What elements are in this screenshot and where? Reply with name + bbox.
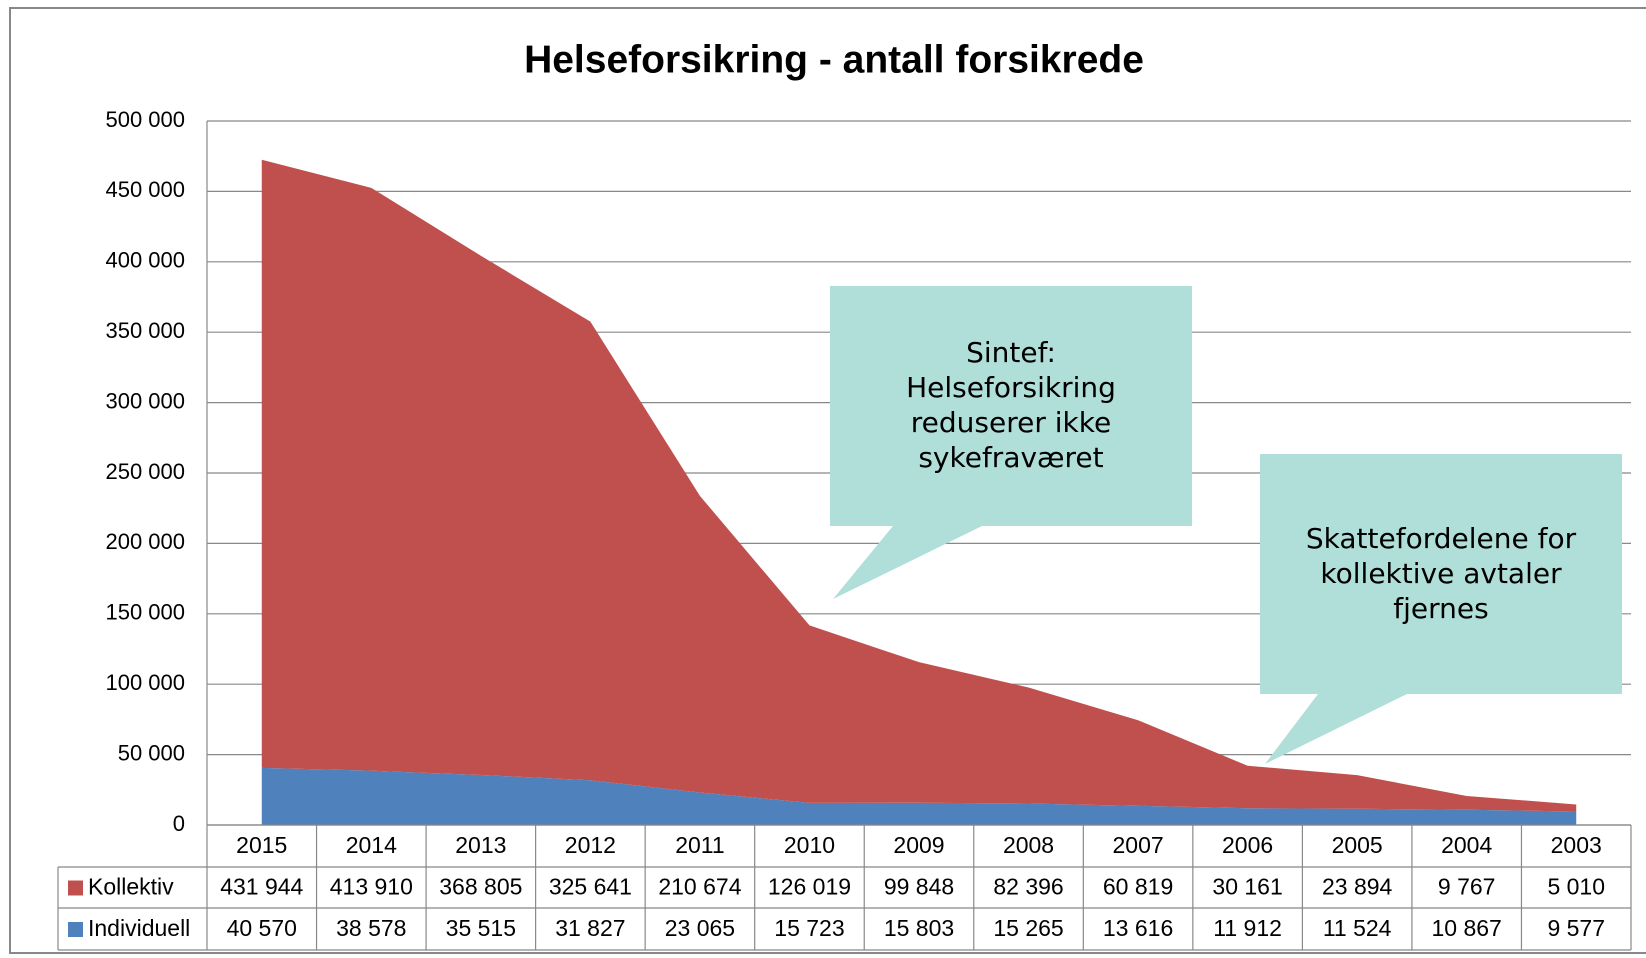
y-tick-label: 500 000 (105, 107, 185, 132)
table-value: 368 805 (439, 874, 522, 900)
table-value: 325 641 (549, 874, 632, 900)
table-value: 23 894 (1322, 874, 1393, 900)
table-value: 40 570 (227, 915, 297, 941)
table-value: 9 767 (1438, 874, 1496, 900)
callout (1260, 454, 1622, 764)
y-tick-label: 350 000 (105, 318, 185, 343)
table-value: 35 515 (446, 915, 516, 941)
x-tick-label: 2006 (1222, 832, 1273, 858)
legend-swatch (68, 880, 83, 896)
y-tick-label: 400 000 (105, 248, 185, 273)
y-tick-label: 450 000 (105, 177, 185, 202)
table-value: 5 010 (1547, 874, 1605, 900)
legend-swatch (68, 922, 83, 937)
table-value: 210 674 (658, 874, 741, 900)
y-tick-label: 200 000 (105, 529, 185, 554)
callout-text: Skattefordelene for (1306, 522, 1577, 555)
table-value: 431 944 (220, 874, 303, 900)
y-tick-label: 50 000 (118, 740, 185, 765)
y-tick-label: 0 (173, 811, 185, 836)
table-value: 82 396 (993, 874, 1063, 900)
table-value: 60 819 (1103, 874, 1173, 900)
table-value: 11 524 (1323, 915, 1392, 941)
x-tick-label: 2008 (1003, 832, 1054, 858)
table-value: 31 827 (555, 915, 625, 941)
callout-text: fjernes (1393, 592, 1488, 625)
x-tick-label: 2003 (1551, 832, 1602, 858)
x-tick-label: 2005 (1332, 832, 1383, 858)
table-value: 23 065 (665, 915, 735, 941)
x-tick-label: 2015 (236, 832, 287, 858)
x-tick-label: 2010 (784, 832, 835, 858)
y-tick-label: 250 000 (105, 459, 185, 484)
callout-text: sykefraværet (918, 441, 1103, 474)
y-tick-label: 100 000 (105, 670, 185, 695)
table-value: 15 723 (774, 915, 844, 941)
x-tick-label: 2007 (1112, 832, 1163, 858)
x-tick-label: 2011 (675, 832, 724, 858)
table-value: 99 848 (884, 874, 954, 900)
callout-text: Sintef: (966, 336, 1056, 369)
y-tick-label: 150 000 (105, 600, 185, 625)
table-value: 13 616 (1103, 915, 1173, 941)
callout-text: reduserer ikke (911, 406, 1111, 439)
x-tick-label: 2014 (346, 832, 397, 858)
table-value: 413 910 (330, 874, 413, 900)
x-tick-label: 2004 (1441, 832, 1492, 858)
table-value: 10 867 (1432, 915, 1502, 941)
table-value: 11 912 (1213, 915, 1282, 941)
table-value: 30 161 (1212, 874, 1282, 900)
legend-label: Individuell (88, 915, 190, 941)
table-value: 38 578 (336, 915, 406, 941)
callout-text: kollektive avtaler (1320, 557, 1562, 590)
legend-label: Kollektiv (88, 874, 174, 900)
table-value: 15 803 (884, 915, 954, 941)
x-tick-label: 2009 (893, 832, 944, 858)
area (261, 767, 1577, 825)
x-tick-label: 2012 (565, 832, 616, 858)
data-table: 2015 2014 2013 2012 2011 2010 2009 2008 2007 2006… (57, 824, 1632, 951)
y-tick-label: 300 000 (105, 388, 185, 413)
area (261, 159, 1577, 812)
table-value: 15 265 (993, 915, 1063, 941)
table-value: 126 019 (768, 874, 851, 900)
chart-title: Helseforsikring - antall forsikrede (524, 38, 1144, 81)
callout (830, 286, 1192, 599)
callout-text: Helseforsikring (906, 371, 1116, 404)
x-tick-label: 2013 (455, 832, 506, 858)
table-value: 9 577 (1547, 915, 1605, 941)
